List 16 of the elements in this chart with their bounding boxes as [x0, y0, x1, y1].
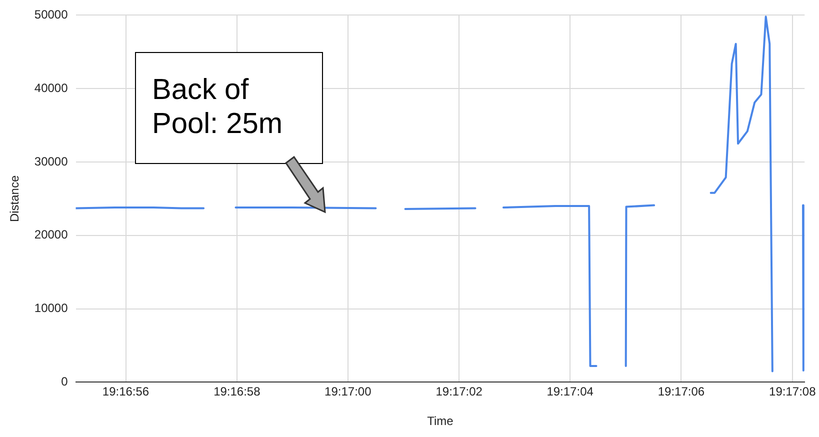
- annotation: Back of Pool: 25m: [135, 52, 323, 164]
- x-tick-label: 19:17:08: [769, 384, 816, 399]
- x-tick-label: 19:17:06: [658, 384, 705, 399]
- x-tick-label: 19:17:00: [324, 384, 372, 399]
- y-tick-label: 40000: [34, 80, 68, 95]
- x-tick-label: 19:16:58: [214, 384, 261, 399]
- y-tick-label: 50000: [34, 8, 68, 22]
- y-tick-label: 10000: [34, 301, 68, 316]
- x-tick-label: 19:17:02: [436, 384, 483, 399]
- y-tick-label: 30000: [34, 154, 68, 168]
- x-tick-label: 19:16:56: [102, 384, 150, 399]
- y-axis-title: Distance: [8, 175, 22, 222]
- y-tick-label: 0: [61, 374, 68, 389]
- y-tick-label: 20000: [34, 228, 68, 242]
- x-tick-label: 19:17:04: [546, 384, 594, 399]
- x-axis-title: Time: [427, 414, 454, 428]
